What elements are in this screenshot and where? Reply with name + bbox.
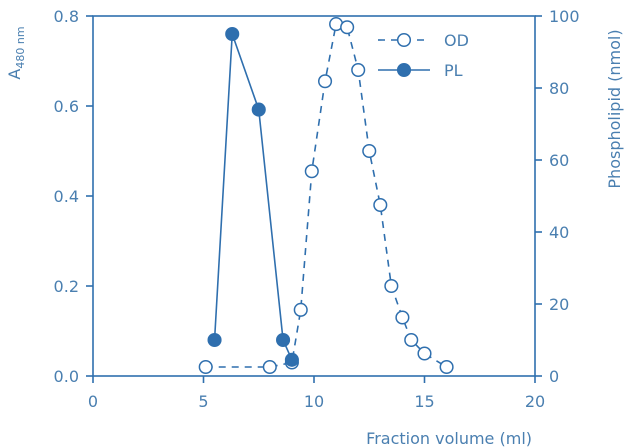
data-point-od [395, 310, 410, 325]
y-right-tick-label: 80 [549, 79, 569, 98]
y-axis-label-right: Phospholipid (nmol) [605, 29, 624, 188]
y-axis-label-left: A480 nm [5, 26, 27, 79]
data-point-od [293, 302, 308, 317]
axes [92, 15, 536, 377]
data-point-pl [251, 102, 266, 117]
x-tick-label: 15 [414, 392, 434, 411]
y-right-tick-label: 40 [549, 223, 569, 242]
series-layer [198, 17, 454, 375]
data-point-od [439, 359, 454, 375]
y-right-tick-label: 100 [549, 7, 580, 26]
data-point-od [384, 278, 399, 294]
data-point-od [262, 359, 277, 375]
y-right-tick-label: 0 [549, 367, 559, 386]
x-tick-label: 20 [525, 392, 545, 411]
y-left-tick-label: 0.6 [54, 97, 79, 116]
y-axis-label-left-main: A [5, 69, 24, 80]
data-point-od [362, 143, 377, 159]
y-left-tick-label: 0.2 [54, 277, 79, 296]
data-point-pl [225, 26, 240, 42]
series-line-od [205, 23, 448, 368]
x-axis-label: Fraction volume (ml) [366, 429, 532, 448]
series-line-pl [213, 33, 293, 361]
y-left-tick-label: 0.4 [54, 187, 79, 206]
series-pl [207, 26, 299, 367]
y-left-tick-label: 0.8 [54, 7, 79, 26]
x-tick-label: 5 [198, 392, 208, 411]
legend-label: OD [444, 31, 469, 50]
data-point-od [404, 332, 419, 348]
legend-item-od: OD [378, 31, 469, 50]
x-tick-label: 0 [88, 392, 98, 411]
legend-marker [396, 62, 412, 78]
y-left-tick-label: 0.0 [54, 367, 79, 386]
data-point-od [373, 197, 388, 213]
y-right-tick-label: 60 [549, 151, 569, 170]
y-axis-label-left-sub: 480 nm [14, 26, 27, 68]
legend-item-pl: PL [378, 61, 463, 80]
data-point-od [198, 359, 213, 375]
plot-frame [92, 15, 536, 377]
data-point-pl [284, 352, 299, 367]
legend: OD PL [378, 31, 469, 80]
data-point-od [318, 74, 333, 89]
series-od [198, 17, 454, 375]
data-point-pl [276, 332, 291, 348]
data-point-od [417, 346, 432, 361]
legend-label: PL [444, 61, 463, 80]
y-right-tick-label: 20 [549, 295, 569, 314]
data-point-od [351, 62, 366, 78]
data-point-pl [207, 332, 222, 348]
data-point-od [340, 20, 355, 35]
x-tick-label: 10 [304, 392, 324, 411]
legend-marker [396, 32, 412, 48]
data-point-od [304, 164, 319, 179]
